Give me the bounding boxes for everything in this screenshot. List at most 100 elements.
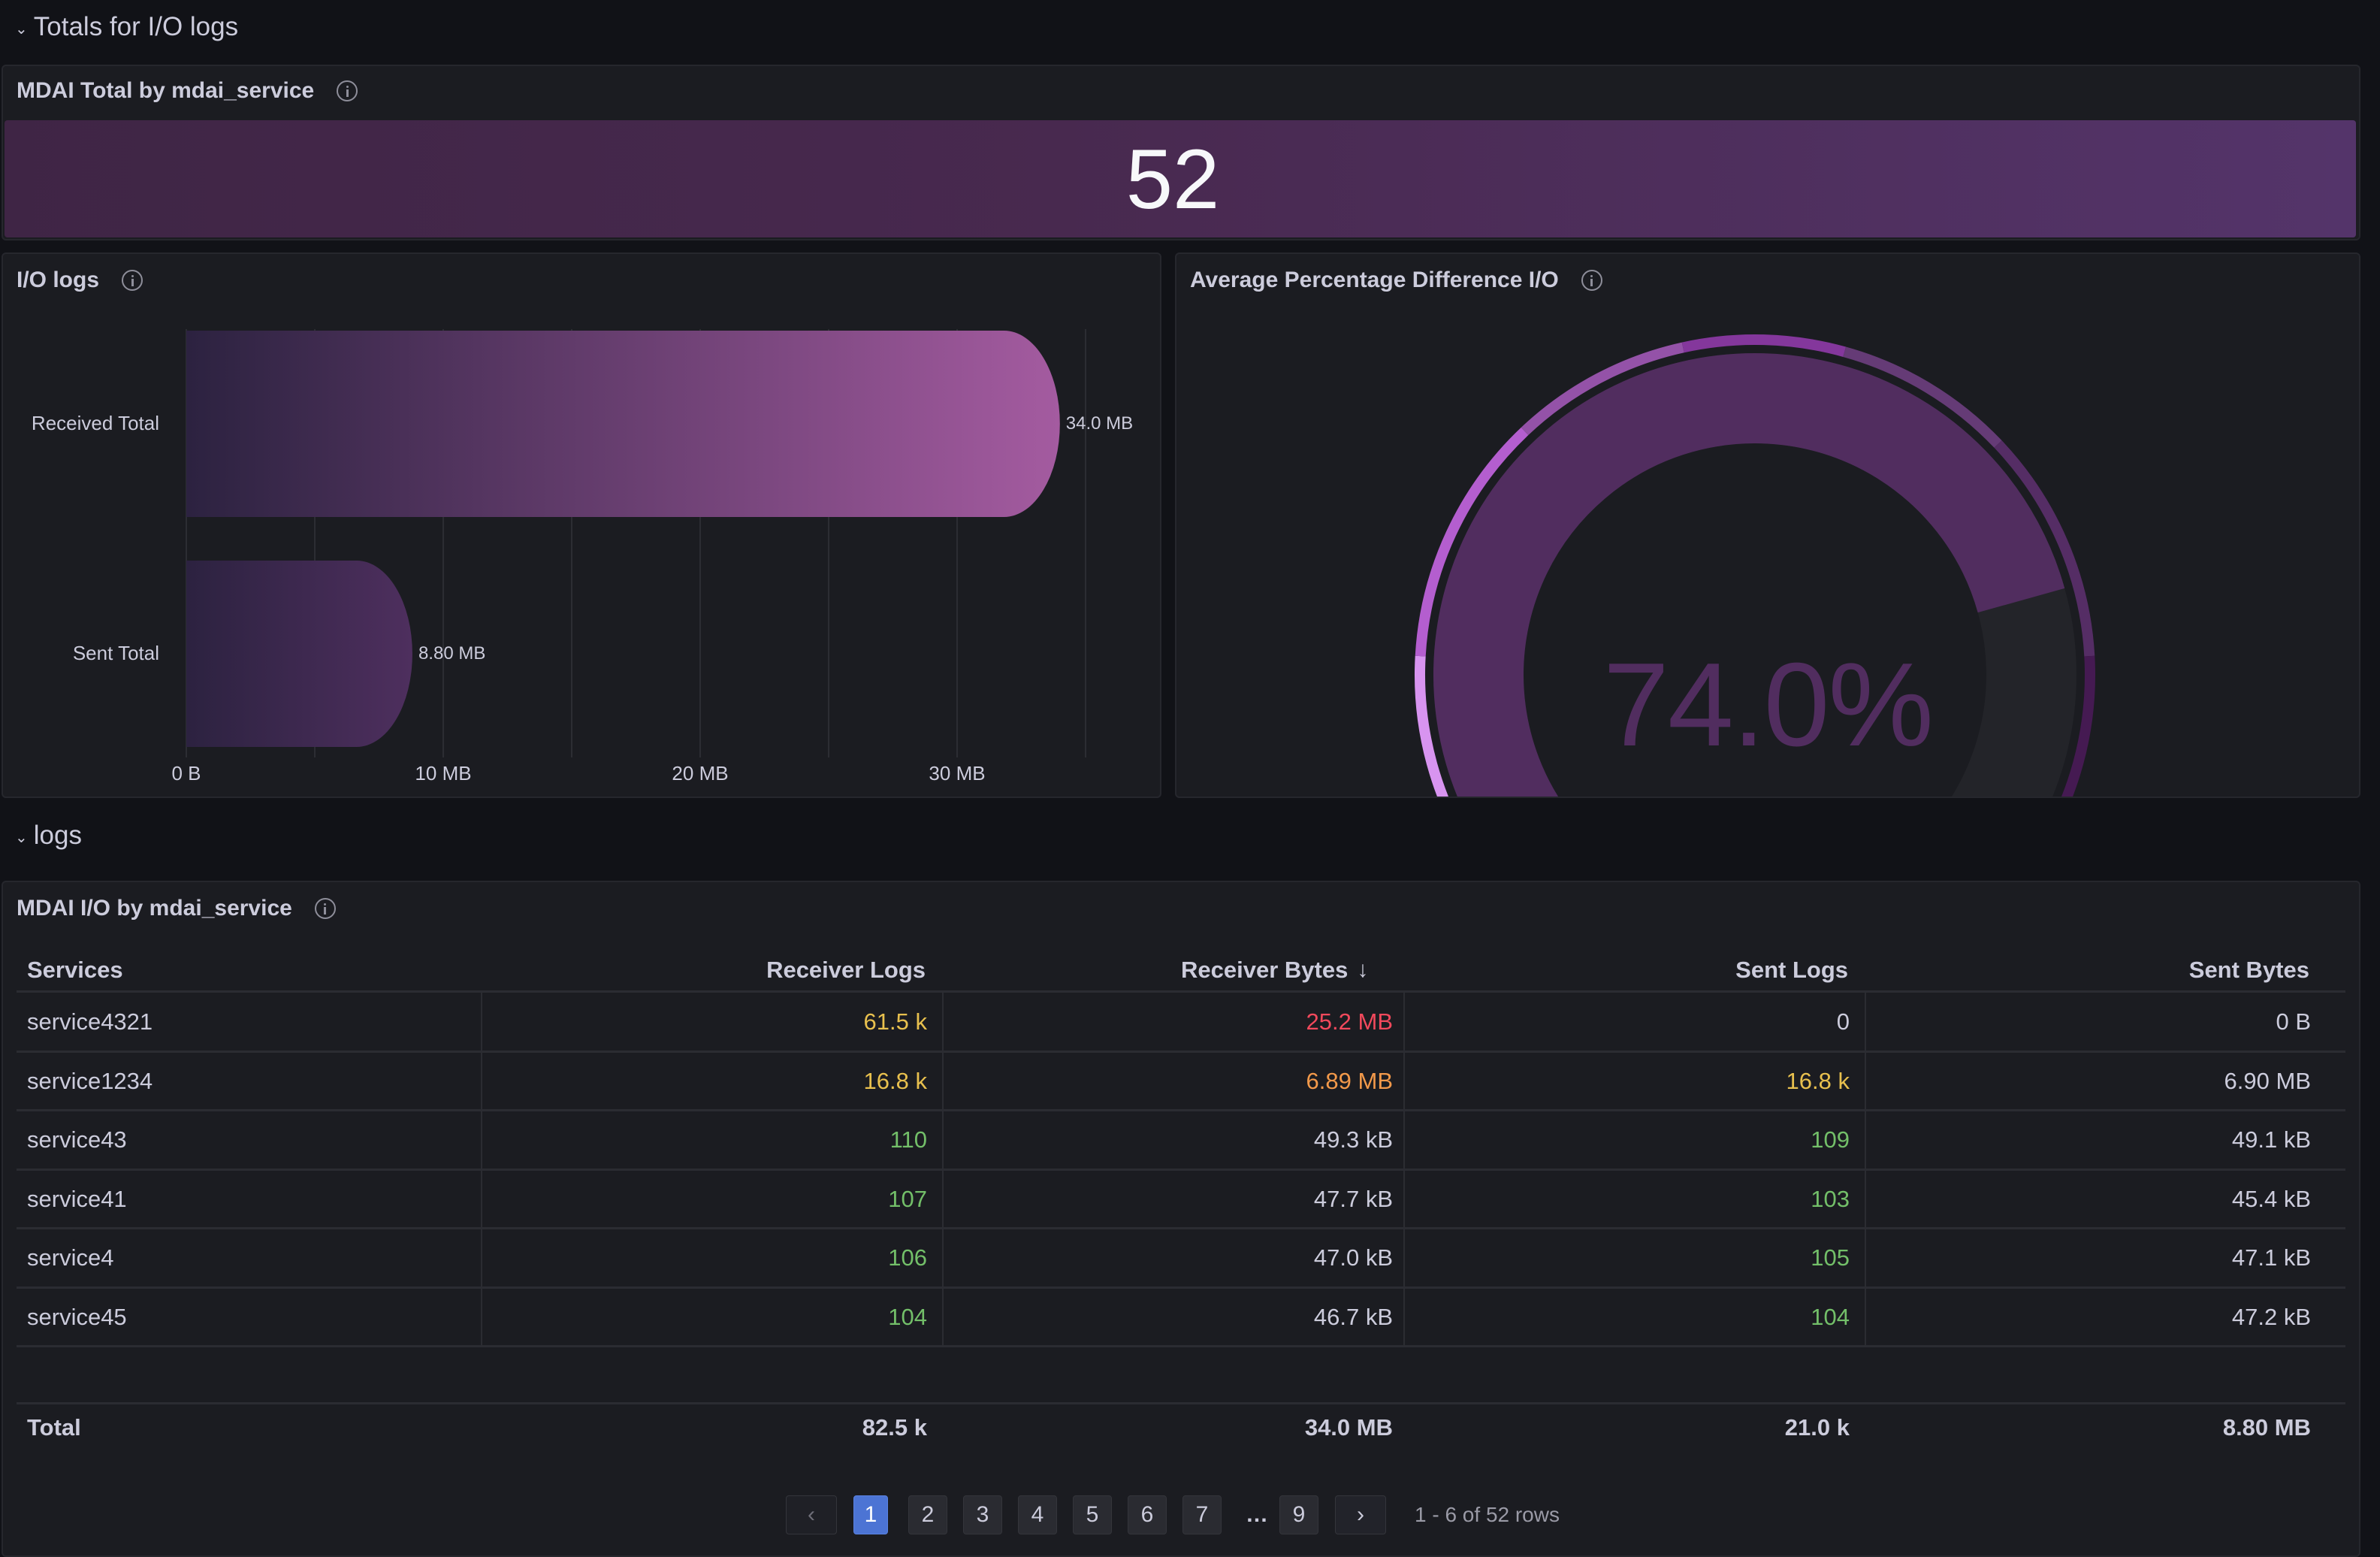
x-tick-label: 30 MB [929,762,986,785]
page-button-2[interactable]: 2 [908,1495,947,1534]
threshold-segment [1415,427,1529,657]
threshold-segment [1415,655,1449,797]
row-divider [17,1168,2345,1171]
column-header-label: Receiver Bytes [1181,957,1349,983]
section-header-logs[interactable]: ⌄ logs [15,821,82,851]
section-title: logs [33,821,82,850]
info-icon[interactable] [122,270,143,291]
pagination-summary: 1 - 6 of 52 rows [1415,1503,1560,1526]
page-button-4[interactable]: 4 [1018,1495,1057,1534]
stat-panel-total-services: MDAI Total by mdai_service 52 [2,65,2360,240]
bar-chart [186,329,1086,757]
panel-title: I/O logs [17,268,100,292]
service-name-cell: service45 [27,1303,127,1330]
column-header-label: Services [27,957,123,983]
value-cell: 45.4 kB [2231,1185,2311,1212]
gauge [1415,334,2095,797]
column-header-services[interactable]: Services [27,951,123,989]
value-cell: 6.89 MB [1306,1067,1393,1094]
prev-page-button[interactable]: ‹ [786,1495,837,1534]
category-label: Received Total [31,412,159,434]
value-cell: 104 [1811,1303,1850,1330]
total-label: Total [27,1414,81,1441]
gauge-value: 74.0% [1602,639,1934,771]
value-cell: 61.5 k [863,1008,927,1035]
page-button-3[interactable]: 3 [963,1495,1002,1534]
value-cell: 107 [888,1185,927,1212]
column-header-label: Sent Logs [1735,957,1848,983]
value-cell: 0 [1836,1008,1850,1035]
column-header-sent-logs[interactable]: Sent Logs [1415,951,1848,989]
gauge-fill [1433,353,2065,797]
pagination: ‹ 1 2 3 4 5 6 7 … 9 › 1 - 6 of 52 rows [3,1495,2359,1537]
next-page-button[interactable]: › [1335,1495,1386,1534]
value-cell: 16.8 k [1786,1067,1850,1094]
value-cell: 47.0 kB [1313,1244,1393,1271]
total-value: 34.0 MB [1304,1414,1393,1441]
info-icon[interactable] [1581,270,1602,291]
row-divider [17,1109,2345,1111]
panel-header: MDAI I/O by mdai_service [17,896,336,921]
category-label: Sent Total [72,642,159,664]
panel-title: MDAI I/O by mdai_service [17,896,292,921]
value-cell: 49.3 kB [1313,1126,1393,1153]
total-value: 82.5 k [862,1414,927,1441]
arrow-down-icon: ↓ [1357,957,1369,982]
row-divider [17,990,2345,993]
value-cell: 16.8 k [863,1067,927,1094]
column-header-sent-bytes[interactable]: Sent Bytes [1881,951,2309,989]
column-header-label: Sent Bytes [2188,957,2309,983]
value-label: 8.80 MB [418,643,486,664]
page-button-6[interactable]: 6 [1128,1495,1167,1534]
pagination-ellipsis: … [1246,1502,1268,1527]
gauge-panel: Average Percentage Difference I/O 74.0% [1175,252,2360,798]
bar-received-total [186,331,1060,517]
value-cell: 104 [888,1303,927,1330]
service-name-cell: service41 [27,1185,127,1212]
section-header-totals[interactable]: ⌄ Totals for I/O logs [15,12,238,42]
stat-background: 52 [5,120,2356,237]
bar-sent-total [186,561,412,747]
total-value: 21.0 k [1784,1414,1850,1441]
page-button-1[interactable]: 1 [853,1495,888,1534]
stat-value: 52 [1125,132,1220,226]
row-divider [17,1286,2345,1289]
service-name-cell: service43 [27,1126,127,1153]
info-icon[interactable] [337,80,358,101]
column-header-receiver-logs[interactable]: Receiver Logs [484,951,926,989]
value-cell: 6.90 MB [2224,1067,2311,1094]
panel-header: I/O logs [17,268,143,293]
x-tick-label: 10 MB [415,762,472,785]
panel-title: MDAI Total by mdai_service [17,78,315,103]
section-title: Totals for I/O logs [33,12,239,41]
page-button-9[interactable]: 9 [1279,1495,1318,1534]
x-tick-label: 20 MB [672,762,729,785]
column-divider [1403,992,1405,1346]
panel-header: Average Percentage Difference I/O [1190,268,1602,293]
value-cell: 49.1 kB [2231,1126,2311,1153]
threshold-segment [1681,334,1847,357]
info-icon[interactable] [314,898,336,919]
panel-title: Average Percentage Difference I/O [1190,268,1559,292]
service-name-cell: service4 [27,1244,114,1271]
column-divider [481,992,482,1346]
value-cell: 105 [1811,1244,1850,1271]
total-value: 8.80 MB [2222,1414,2311,1441]
page-button-5[interactable]: 5 [1073,1495,1112,1534]
x-tick-label: 0 B [171,762,201,785]
service-name-cell: service4321 [27,1008,153,1035]
value-cell: 109 [1811,1126,1850,1153]
page-button-7[interactable]: 7 [1182,1495,1222,1534]
io-logs-panel: I/O logs Received Total 34.0 MB Sent Total… [2,252,1161,798]
value-cell: 46.7 kB [1313,1303,1393,1330]
chevron-left-icon: ‹ [808,1502,815,1527]
row-divider [17,1345,2345,1347]
value-cell: 47.7 kB [1313,1185,1393,1212]
threshold-segment [1521,342,1684,436]
column-divider [1865,992,1866,1346]
table-panel: MDAI I/O by mdai_service Services Receiv… [2,881,2360,1557]
threshold-segment [2061,655,2095,797]
column-header-receiver-bytes[interactable]: Receiver Bytes ↓ [1181,951,1368,989]
value-cell: 103 [1811,1185,1850,1212]
chevron-down-icon: ⌄ [15,20,28,38]
